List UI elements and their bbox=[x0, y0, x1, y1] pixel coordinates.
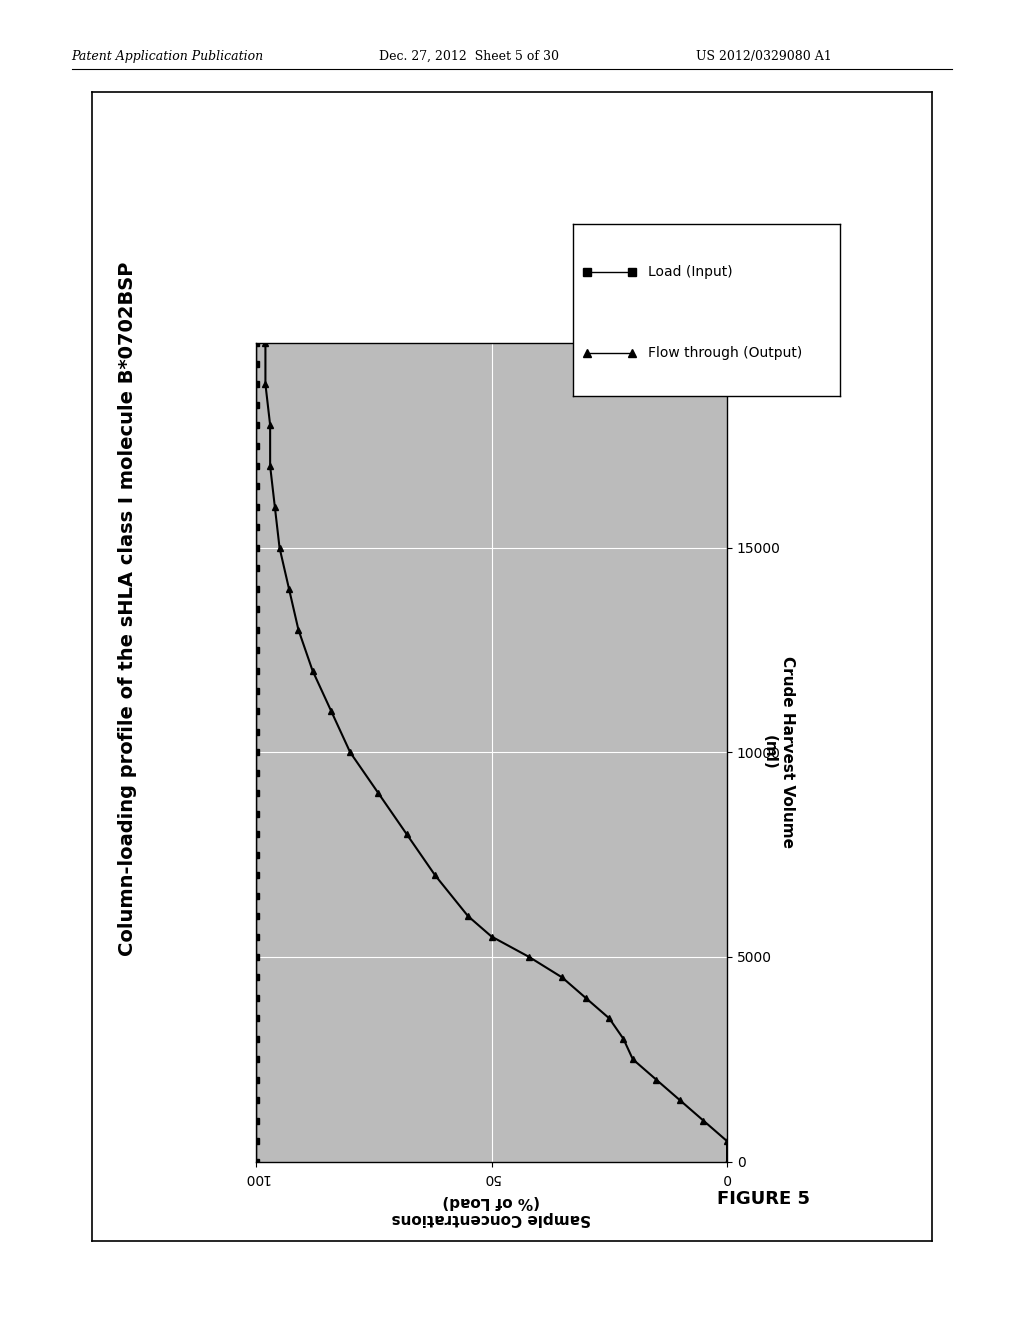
Load (Input) bbox=[250, 1072, 262, 1088]
Load (Input) bbox=[250, 1011, 262, 1027]
Flow through (Output) bbox=[462, 908, 474, 924]
Flow through (Output) bbox=[650, 1072, 663, 1088]
Flow through (Output) bbox=[373, 785, 385, 801]
Flow through (Output) bbox=[264, 417, 276, 433]
Load (Input) bbox=[250, 458, 262, 474]
Y-axis label: Crude Harvest Volume
(ml): Crude Harvest Volume (ml) bbox=[762, 656, 795, 849]
Load (Input) bbox=[250, 396, 262, 412]
Load (Input) bbox=[250, 1113, 262, 1129]
Load (Input) bbox=[250, 520, 262, 536]
Load (Input) bbox=[250, 335, 262, 351]
Load (Input) bbox=[250, 622, 262, 638]
Load (Input) bbox=[250, 847, 262, 863]
Flow through (Output) bbox=[603, 1011, 615, 1027]
Flow through (Output) bbox=[264, 458, 276, 474]
Text: US 2012/0329080 A1: US 2012/0329080 A1 bbox=[696, 50, 833, 63]
Flow through (Output) bbox=[617, 1031, 630, 1047]
Flow through (Output) bbox=[580, 990, 592, 1006]
Line: Flow through (Output): Flow through (Output) bbox=[262, 339, 730, 1166]
Flow through (Output) bbox=[259, 376, 271, 392]
Flow through (Output) bbox=[283, 581, 295, 597]
Load (Input) bbox=[250, 479, 262, 495]
Text: Load (Input): Load (Input) bbox=[648, 265, 732, 280]
Flow through (Output) bbox=[292, 622, 304, 638]
Flow through (Output) bbox=[485, 929, 498, 945]
Load (Input) bbox=[250, 417, 262, 433]
Load (Input) bbox=[250, 540, 262, 556]
Load (Input) bbox=[250, 581, 262, 597]
Load (Input) bbox=[250, 949, 262, 965]
X-axis label: Sample Concentrations
(% of Load): Sample Concentrations (% of Load) bbox=[392, 1193, 591, 1226]
Flow through (Output) bbox=[556, 969, 568, 985]
Flow through (Output) bbox=[627, 1051, 639, 1067]
Flow through (Output) bbox=[259, 335, 271, 351]
Load (Input) bbox=[250, 663, 262, 678]
Load (Input) bbox=[250, 356, 262, 372]
Load (Input) bbox=[250, 1031, 262, 1047]
Load (Input) bbox=[250, 805, 262, 821]
Load (Input) bbox=[250, 929, 262, 945]
Load (Input) bbox=[250, 1154, 262, 1170]
Load (Input) bbox=[250, 990, 262, 1006]
Load (Input) bbox=[250, 1093, 262, 1109]
Load (Input) bbox=[250, 887, 262, 903]
Load (Input) bbox=[250, 867, 262, 883]
Load (Input) bbox=[250, 643, 262, 659]
Load (Input) bbox=[250, 704, 262, 719]
Text: Dec. 27, 2012  Sheet 5 of 30: Dec. 27, 2012 Sheet 5 of 30 bbox=[379, 50, 559, 63]
Load (Input) bbox=[250, 684, 262, 700]
Load (Input) bbox=[250, 438, 262, 454]
Load (Input) bbox=[250, 1133, 262, 1148]
Line: Load (Input): Load (Input) bbox=[253, 341, 259, 1164]
Load (Input) bbox=[250, 826, 262, 842]
Flow through (Output) bbox=[721, 1133, 733, 1148]
Flow through (Output) bbox=[697, 1113, 710, 1129]
Text: Patent Application Publication: Patent Application Publication bbox=[72, 50, 264, 63]
Flow through (Output) bbox=[306, 663, 318, 678]
Load (Input) bbox=[250, 1051, 262, 1067]
Load (Input) bbox=[250, 969, 262, 985]
Flow through (Output) bbox=[268, 499, 281, 515]
Load (Input) bbox=[250, 602, 262, 618]
Load (Input) bbox=[250, 766, 262, 781]
Text: Flow through (Output): Flow through (Output) bbox=[648, 346, 802, 360]
Text: FIGURE 5: FIGURE 5 bbox=[717, 1189, 810, 1208]
Load (Input) bbox=[250, 908, 262, 924]
Load (Input) bbox=[250, 785, 262, 801]
Load (Input) bbox=[250, 499, 262, 515]
Flow through (Output) bbox=[344, 744, 356, 760]
Flow through (Output) bbox=[721, 1154, 733, 1170]
Flow through (Output) bbox=[429, 867, 441, 883]
Text: Column-loading profile of the sHLA class I molecule B*0702BSP: Column-loading profile of the sHLA class… bbox=[118, 261, 137, 957]
Load (Input) bbox=[250, 376, 262, 392]
Flow through (Output) bbox=[523, 949, 536, 965]
Flow through (Output) bbox=[326, 704, 338, 719]
Load (Input) bbox=[250, 744, 262, 760]
Flow through (Output) bbox=[273, 540, 286, 556]
Load (Input) bbox=[250, 561, 262, 577]
Flow through (Output) bbox=[674, 1093, 686, 1109]
Load (Input) bbox=[250, 723, 262, 739]
Flow through (Output) bbox=[400, 826, 413, 842]
